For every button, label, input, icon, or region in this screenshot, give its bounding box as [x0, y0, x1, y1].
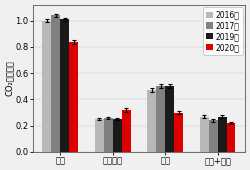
Bar — [95, 119, 104, 152]
Bar — [42, 21, 51, 152]
Y-axis label: CO₂排出量比: CO₂排出量比 — [5, 61, 14, 96]
Bar — [51, 15, 60, 152]
Bar — [122, 110, 130, 152]
Bar — [226, 123, 235, 152]
Bar — [165, 86, 174, 152]
Bar — [218, 116, 226, 152]
Bar — [156, 86, 165, 152]
Legend: 2016年, 2017年, 2019年, 2020年: 2016年, 2017年, 2019年, 2020年 — [203, 7, 243, 55]
Bar — [69, 42, 78, 152]
Bar — [209, 121, 218, 152]
Bar — [60, 19, 69, 152]
Bar — [147, 90, 156, 152]
Bar — [174, 113, 183, 152]
Bar — [104, 118, 113, 152]
Bar — [200, 116, 209, 152]
Bar — [113, 119, 122, 152]
